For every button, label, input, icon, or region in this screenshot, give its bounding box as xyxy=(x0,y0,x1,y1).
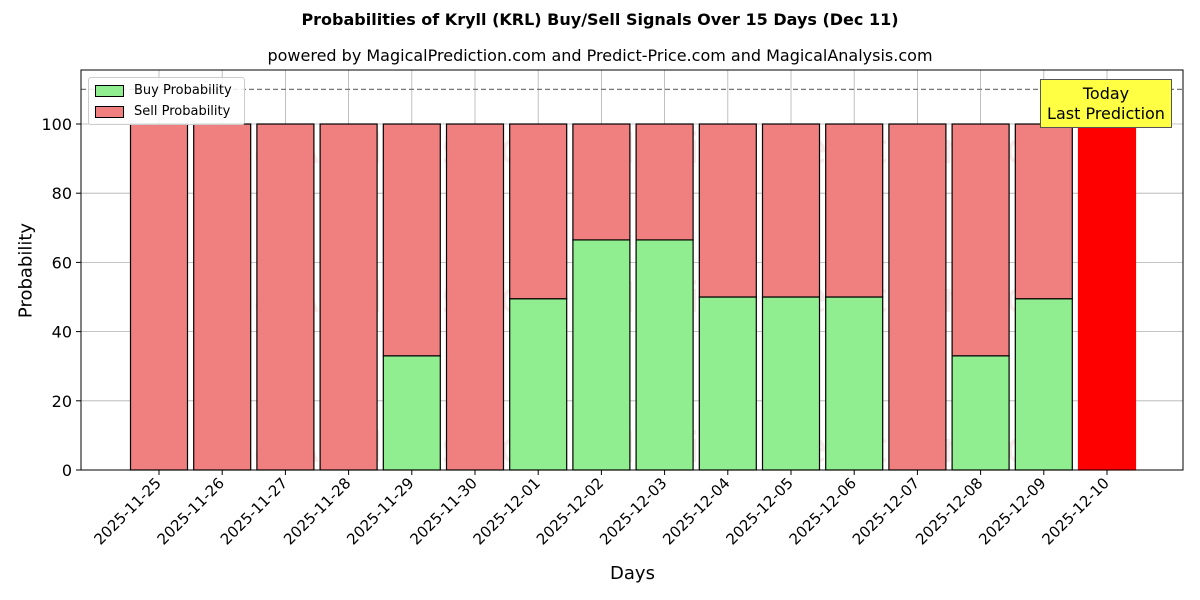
buy-bar xyxy=(509,298,568,471)
x-tick-label: 2025-11-28 xyxy=(280,474,354,548)
sell-bar xyxy=(825,123,884,298)
x-tick-label: 2025-11-29 xyxy=(343,474,417,548)
x-axis-label: Days xyxy=(610,563,655,584)
x-tick-label: 2025-12-10 xyxy=(1038,474,1112,548)
buy-bar xyxy=(951,355,1010,471)
annotation-line-1: Today xyxy=(1082,84,1130,103)
x-tick-label: 2025-12-09 xyxy=(975,474,1049,548)
y-tick-label: 80 xyxy=(52,184,72,203)
x-tick-label: 2025-11-26 xyxy=(154,474,228,548)
sell-bar xyxy=(1014,123,1073,300)
legend-item-sell: Sell Probability xyxy=(95,104,230,119)
chart-subtitle: powered by MagicalPrediction.com and Pre… xyxy=(267,46,933,65)
buy-bar xyxy=(572,239,631,471)
x-tick-label: 2025-12-05 xyxy=(722,474,796,548)
sell-bar xyxy=(572,123,631,241)
x-tick-label: 2025-12-02 xyxy=(533,474,607,548)
sell-bar xyxy=(129,123,189,471)
legend-item-buy: Buy Probability xyxy=(95,83,232,98)
sell-bar xyxy=(698,123,757,298)
sell-bar xyxy=(635,123,694,241)
buy-bar xyxy=(825,296,884,471)
buy-swatch-icon xyxy=(95,84,124,97)
sell-bar xyxy=(193,123,252,471)
sell-bar xyxy=(761,123,821,298)
x-tick-label: 2025-11-25 xyxy=(90,474,164,548)
buy-bar xyxy=(698,296,757,471)
legend: Buy Probability Sell Probability xyxy=(88,77,245,125)
x-tick-label: 2025-12-03 xyxy=(596,474,670,548)
today-annotation: Today Last Prediction xyxy=(1040,79,1172,128)
y-tick-label: 100 xyxy=(41,115,72,134)
x-tick-label: 2025-12-07 xyxy=(849,474,923,548)
sell-bar xyxy=(509,123,568,300)
x-tick-label: 2025-12-04 xyxy=(659,474,733,548)
buy-bar xyxy=(635,239,694,471)
sell-bar xyxy=(256,123,315,471)
buy-bar xyxy=(761,296,821,471)
y-tick-label: 60 xyxy=(52,253,72,272)
buy-bar xyxy=(382,355,441,471)
y-tick-label: 40 xyxy=(52,323,72,342)
chart-title: Probabilities of Kryll (KRL) Buy/Sell Si… xyxy=(301,10,899,29)
y-tick-label: 0 xyxy=(62,461,72,480)
sell-bar xyxy=(445,123,505,471)
y-axis-label: Probability xyxy=(15,222,37,319)
annotation-line-2: Last Prediction xyxy=(1047,104,1165,123)
sell-bar xyxy=(1077,123,1137,471)
buy-bar xyxy=(1014,298,1073,471)
legend-label-sell: Sell Probability xyxy=(134,104,231,119)
y-tick-label: 20 xyxy=(52,392,72,411)
sell-bar xyxy=(888,123,947,471)
x-tick-label: 2025-12-01 xyxy=(470,474,544,548)
x-tick-label: 2025-11-27 xyxy=(217,474,291,548)
x-tick-label: 2025-12-06 xyxy=(786,474,860,548)
sell-bar xyxy=(951,123,1010,357)
x-tick-label: 2025-12-08 xyxy=(912,474,986,548)
x-tick-label: 2025-11-30 xyxy=(406,474,480,548)
legend-label-buy: Buy Probability xyxy=(134,83,232,98)
sell-bar xyxy=(382,123,441,357)
plot-frame xyxy=(80,69,1184,471)
sell-swatch-icon xyxy=(95,105,124,118)
sell-bar xyxy=(319,123,378,471)
